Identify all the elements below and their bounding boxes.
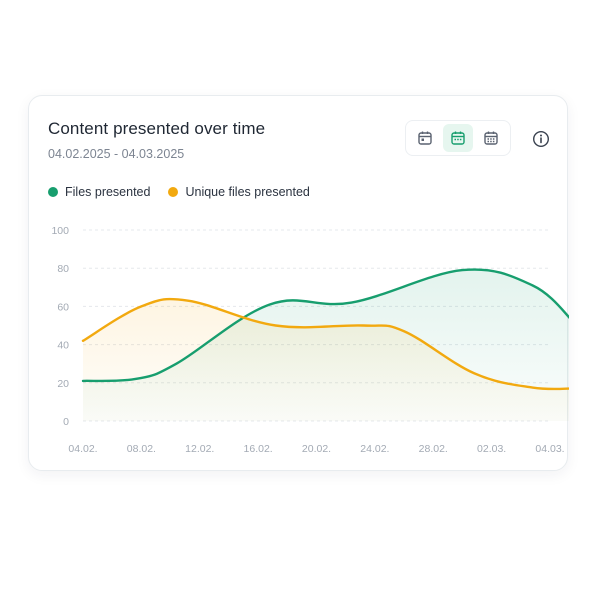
- x-tick-label: 20.02.: [302, 443, 331, 455]
- period-toggle: [405, 120, 511, 156]
- x-tick-label: 24.02.: [360, 443, 389, 455]
- y-tick-label: 40: [57, 340, 69, 352]
- calendar-month-icon: [483, 131, 498, 145]
- unique-files-presented-area: [83, 299, 569, 421]
- x-tick-label: 04.02.: [68, 443, 97, 455]
- legend-dot-unique: [168, 187, 179, 197]
- x-tick-label: 16.02.: [244, 443, 273, 455]
- calendar-week-icon: [451, 131, 465, 145]
- calendar-day-icon: [418, 131, 433, 145]
- unique-files-presented-line[interactable]: [81, 297, 569, 391]
- day-view-button[interactable]: [410, 124, 440, 152]
- legend-label-unique: Unique files presented: [185, 185, 310, 199]
- x-tick-label: 28.02.: [419, 443, 448, 455]
- y-tick-label: 60: [57, 301, 69, 313]
- x-tick-label: 02.03.: [477, 443, 506, 455]
- legend-label-files: Files presented: [65, 185, 151, 199]
- legend-item-files[interactable]: Files presented: [48, 185, 150, 199]
- week-view-button[interactable]: [442, 124, 473, 152]
- y-tick-label: 100: [51, 225, 69, 237]
- x-tick-label: 04.03.: [535, 443, 564, 455]
- x-tick-label: 12.02.: [185, 443, 214, 455]
- y-tick-label: 0: [63, 416, 69, 428]
- month-view-button[interactable]: [476, 124, 506, 152]
- area-chart: 0 20 40 60 80 100 04.02. 08.02. 12.02. 16.02. 20.0…: [51, 225, 569, 455]
- chart-card: Content presented over time 04.02.2025 -…: [28, 95, 569, 471]
- legend-dot-files: [48, 187, 58, 197]
- info-icon[interactable]: [532, 130, 550, 148]
- chart-title: Content presented over time: [48, 119, 266, 138]
- chart-legend: Files presented Unique files presented: [48, 185, 328, 199]
- files-presented-line[interactable]: [81, 268, 569, 383]
- y-tick-label: 20: [57, 378, 69, 390]
- x-tick-label: 08.02.: [127, 443, 156, 455]
- legend-item-unique[interactable]: Unique files presented: [168, 185, 310, 199]
- y-tick-label: 80: [57, 263, 69, 275]
- date-range: 04.02.2025 - 04.03.2025: [48, 147, 185, 161]
